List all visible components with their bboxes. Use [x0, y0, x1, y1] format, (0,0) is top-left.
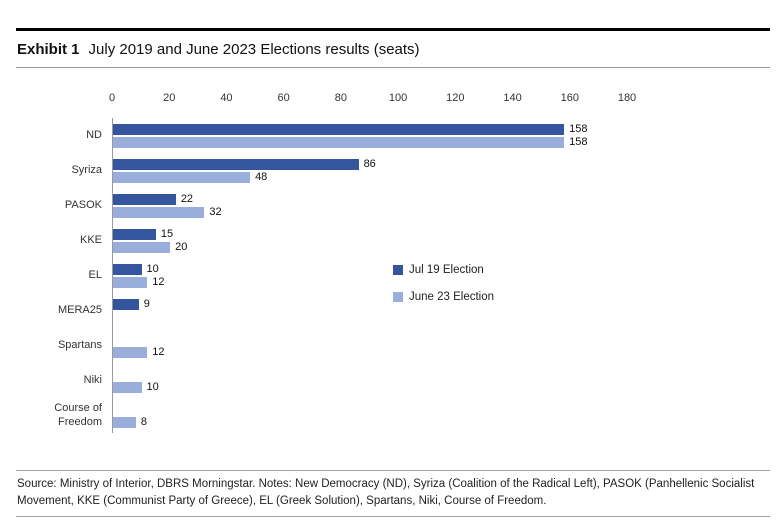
- x-axis-tick-160: 160: [560, 92, 579, 104]
- bar-group: 8: [112, 398, 627, 433]
- value-label: 158: [569, 123, 588, 135]
- bar-group: 86 48: [112, 153, 627, 188]
- bar-slot: 8: [113, 416, 627, 429]
- source-note: Source: Ministry of Interior, DBRS Morni…: [16, 469, 770, 517]
- value-label: 32: [209, 206, 222, 218]
- value-label: 15: [160, 228, 174, 240]
- chart-row: ND 158 158: [16, 118, 770, 153]
- legend-swatch: [393, 292, 403, 302]
- category-label: PASOK: [64, 198, 102, 211]
- bar-jul-19-election: [113, 298, 139, 310]
- chart-row: MERA25 9: [16, 293, 770, 328]
- bar-slot: [113, 333, 627, 346]
- chart-row: KKE 15 20: [16, 223, 770, 258]
- bar-slot: [113, 403, 627, 416]
- bar-slot: 9: [113, 298, 627, 311]
- value-label: 12: [152, 276, 165, 288]
- bar-june-23-election: [113, 381, 142, 393]
- value-label: 20: [175, 241, 188, 253]
- bar-june-23-election: [113, 206, 205, 218]
- top-divider: [16, 28, 770, 31]
- bar-slot: 15: [113, 228, 627, 241]
- bar-jul-19-election: [113, 263, 142, 275]
- bar-slot: 86: [113, 158, 627, 171]
- x-axis-tick-140: 140: [503, 92, 522, 104]
- bar-june-23-election: [113, 171, 251, 183]
- value-label: 48: [255, 171, 268, 183]
- legend-item: Jul 19 Election: [393, 264, 494, 276]
- exhibit-header: Exhibit 1 July 2019 and June 2023 Electi…: [16, 31, 770, 68]
- bar-slot: 158: [113, 123, 627, 136]
- bar-slot: 12: [113, 346, 627, 359]
- chart-row: PASOK 22 32: [16, 188, 770, 223]
- bar-june-23-election: [113, 346, 148, 358]
- x-axis-tick-80: 80: [334, 92, 347, 104]
- value-label: 8: [140, 416, 147, 428]
- value-label: 158: [569, 136, 588, 148]
- bar-group: 9: [112, 293, 627, 328]
- exhibit-label: Exhibit 1: [17, 41, 80, 58]
- value-label: 10: [146, 263, 159, 275]
- bar-slot: 32: [113, 206, 627, 219]
- legend: Jul 19 Election June 23 Election: [393, 264, 494, 303]
- value-label: 86: [363, 158, 376, 170]
- bar-group: 158 158: [112, 118, 627, 153]
- bar-slot: [113, 368, 627, 381]
- x-axis-tick-20: 20: [163, 92, 176, 104]
- legend-item: June 23 Election: [393, 291, 494, 303]
- bar-jul-19-election: [113, 193, 176, 205]
- value-label: 10: [146, 381, 159, 393]
- legend-swatch: [393, 265, 403, 275]
- bar-jul-19-election: [113, 158, 359, 170]
- x-axis-tick-120: 120: [446, 92, 465, 104]
- bar-jul-19-election: [113, 123, 565, 135]
- bar-group: 15 20: [112, 223, 627, 258]
- bar-june-23-election: [113, 276, 148, 288]
- category-label: Niki: [83, 373, 102, 386]
- bar-slot: 10: [113, 263, 627, 276]
- x-axis-tick-180: 180: [617, 92, 637, 104]
- bar-june-23-election: [113, 136, 565, 148]
- bar-group: 22 32: [112, 188, 627, 223]
- x-axis-tick-40: 40: [220, 92, 233, 104]
- category-label: Course of Freedom: [54, 401, 102, 428]
- chart-row: Niki 10: [16, 363, 770, 398]
- value-label: 12: [152, 346, 165, 358]
- bar-chart: 0 20 40 60 80 100 120 140 160 180 ND 158 158 Syriza 8…: [16, 82, 770, 438]
- chart-row: Course of Freedom 8: [16, 398, 770, 433]
- category-label: KKE: [79, 233, 102, 246]
- chart-row: Spartans 12: [16, 328, 770, 363]
- category-label: Syriza: [71, 163, 102, 176]
- chart-title: July 2019 and June 2023 Elections result…: [88, 41, 420, 58]
- bar-slot: [113, 311, 627, 324]
- chart-rows: ND 158 158 Syriza 86 48 PASOK 22 32 KKE 15 20 EL 10 12…: [16, 118, 770, 433]
- x-axis-tick-0: 0: [108, 92, 116, 104]
- category-label: ND: [86, 128, 102, 141]
- x-axis-tick-100: 100: [388, 92, 408, 104]
- bar-june-23-election: [113, 416, 136, 428]
- bar-slot: 20: [113, 241, 627, 254]
- bar-slot: 48: [113, 171, 627, 184]
- x-axis-tick-60: 60: [277, 92, 290, 104]
- value-label: 22: [180, 193, 194, 205]
- category-label: Spartans: [57, 338, 102, 351]
- bar-group: 10 12: [112, 258, 627, 293]
- value-label: 9: [143, 298, 150, 310]
- bar-slot: 158: [113, 136, 627, 149]
- chart-row: Syriza 86 48: [16, 153, 770, 188]
- legend-label: Jul 19 Election: [409, 264, 484, 276]
- bar-group: 10: [112, 363, 627, 398]
- bar-jul-19-election: [113, 228, 156, 240]
- chart-row: EL 10 12: [16, 258, 770, 293]
- bar-june-23-election: [113, 241, 171, 253]
- x-axis: 0 20 40 60 80 100 120 140 160 180: [108, 82, 636, 118]
- category-label: EL: [88, 268, 102, 281]
- bar-group: 12: [112, 328, 627, 363]
- bar-slot: 22: [113, 193, 627, 206]
- legend-label: June 23 Election: [409, 291, 495, 303]
- category-label: MERA25: [57, 303, 102, 316]
- bar-slot: 12: [113, 276, 627, 289]
- bar-slot: 10: [113, 381, 627, 394]
